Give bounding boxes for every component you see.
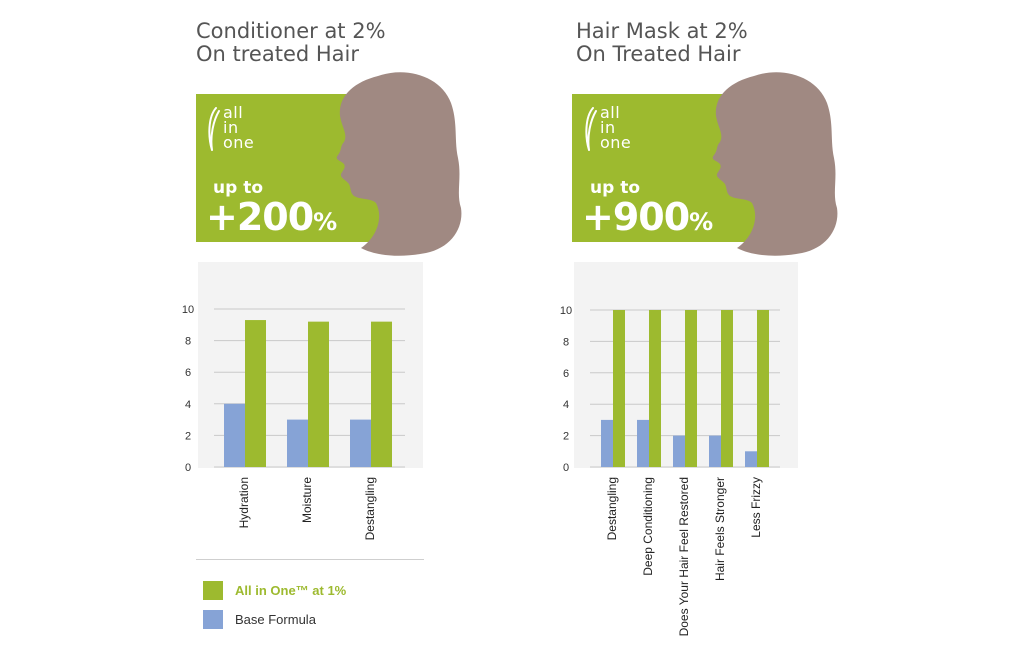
- right-y-tick-label: 4: [563, 399, 569, 411]
- legend-divider: [196, 559, 424, 560]
- left-bar-all-in-one: [308, 321, 329, 467]
- right-y-tick-label: 6: [563, 368, 569, 380]
- leaf-icon: [585, 107, 597, 151]
- right-bar-all-in-one: [721, 310, 733, 467]
- left-title: Conditioner at 2% On treated Hair: [196, 20, 386, 66]
- right-y-tick-label: 8: [563, 336, 569, 348]
- legend-item-green: All in One™ at 1%: [203, 581, 346, 600]
- right-y-tick-label: 10: [560, 305, 572, 317]
- right-bar-base-formula: [745, 451, 757, 467]
- woman-silhouette-icon: [712, 72, 838, 256]
- logo-text: all in one: [223, 103, 255, 152]
- left-bar-all-in-one: [245, 320, 266, 467]
- right-bar-base-formula: [673, 435, 685, 467]
- right-y-tick-label: 0: [563, 462, 569, 474]
- right-up-to: up to: [590, 178, 640, 198]
- right-bar-all-in-one: [649, 310, 661, 467]
- right-title-line1: Hair Mask at 2%: [576, 19, 748, 43]
- legend-swatch-green: [203, 581, 223, 600]
- left-big-number: +200%: [206, 195, 337, 239]
- right-bar-all-in-one: [613, 310, 625, 467]
- logo-text: all in one: [600, 103, 632, 152]
- legend-label-green: All in One™ at 1%: [235, 583, 347, 598]
- left-title-line1: Conditioner at 2%: [196, 19, 386, 43]
- right-logo: all in one: [584, 105, 644, 153]
- left-y-tick-label: 6: [185, 367, 191, 379]
- right-category-label: Less Frizzy: [749, 477, 763, 538]
- right-category-label: Deep Conditioning: [641, 477, 655, 576]
- left-y-tick-label: 0: [185, 462, 191, 474]
- legend-label-blue: Base Formula: [235, 612, 316, 627]
- legend-swatch-blue: [203, 610, 223, 629]
- left-category-label: Hydration: [237, 477, 251, 528]
- left-category-label: Moisture: [300, 477, 314, 523]
- right-bar-base-formula: [601, 419, 613, 467]
- left-y-tick-label: 2: [185, 430, 191, 442]
- left-bar-all-in-one: [371, 321, 392, 467]
- right-title-line2: On Treated Hair: [576, 42, 741, 66]
- legend-item-blue: Base Formula: [203, 610, 316, 629]
- left-bar-base-formula: [350, 419, 371, 467]
- right-category-label: Does Your Hair Feel Restored: [677, 477, 691, 636]
- left-bar-base-formula: [287, 419, 308, 467]
- right-bar-base-formula: [709, 435, 721, 467]
- right-category-label: Destangling: [605, 477, 619, 540]
- left-y-tick-label: 4: [185, 399, 191, 411]
- right-bar-all-in-one: [685, 310, 697, 467]
- woman-silhouette-icon: [336, 72, 462, 256]
- left-y-tick-label: 8: [185, 336, 191, 348]
- left-bar-base-formula: [224, 403, 245, 467]
- left-logo: all in one: [207, 105, 267, 153]
- right-bar-base-formula: [637, 419, 649, 467]
- right-bar-all-in-one: [757, 310, 769, 467]
- left-title-line2: On treated Hair: [196, 42, 359, 66]
- right-big-number: +900%: [582, 195, 713, 239]
- right-title: Hair Mask at 2% On Treated Hair: [576, 20, 748, 66]
- leaf-icon: [208, 107, 220, 151]
- left-up-to: up to: [213, 178, 263, 198]
- right-y-tick-label: 2: [563, 431, 569, 443]
- left-y-tick-label: 10: [182, 304, 194, 316]
- left-category-label: Destangling: [363, 477, 377, 540]
- right-category-label: Hair Feels Stronger: [713, 477, 727, 581]
